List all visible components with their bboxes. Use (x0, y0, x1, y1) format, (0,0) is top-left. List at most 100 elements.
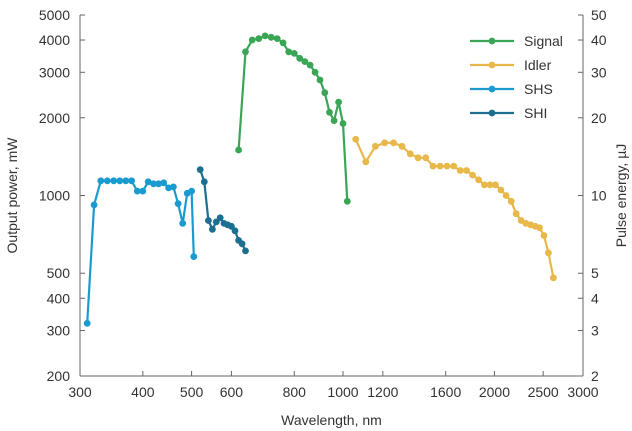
y2-tick-label: 4 (591, 290, 599, 306)
y-tick-label: 300 (47, 323, 71, 339)
data-point-idler (481, 181, 488, 189)
data-point-signal (248, 36, 256, 44)
y2-tick-label: 2 (591, 368, 599, 384)
data-point-idler (545, 249, 552, 257)
legend-swatch-marker (488, 85, 496, 93)
data-point-idler (414, 154, 422, 162)
legend-swatch-marker (488, 37, 496, 45)
data-point-shs (188, 187, 196, 195)
series-idler (352, 135, 557, 282)
data-point-shi (205, 217, 212, 224)
data-point-signal (235, 146, 243, 154)
x-tick-label: 1000 (327, 384, 358, 400)
data-point-shs (179, 220, 187, 227)
data-point-shi (242, 247, 249, 255)
x-tick-label: 300 (68, 384, 92, 400)
data-point-idler (436, 162, 444, 170)
legend-label: SHS (524, 81, 553, 97)
series-layer (83, 32, 557, 327)
series-signal (235, 32, 351, 205)
data-point-idler (450, 162, 458, 170)
data-point-shs (122, 177, 130, 185)
legend-label: Signal (524, 33, 563, 49)
y-tick-label: 5000 (39, 7, 70, 23)
x-tick-label: 800 (283, 384, 307, 400)
data-point-signal (343, 197, 351, 205)
y-tick-label: 4000 (39, 32, 70, 48)
data-point-shs (90, 201, 98, 209)
data-point-idler (390, 139, 397, 147)
data-point-idler (502, 192, 510, 199)
y-tick-label: 1000 (39, 188, 70, 204)
y-tick-label: 400 (47, 290, 71, 306)
x-tick-label: 3000 (567, 384, 598, 400)
data-point-idler (456, 167, 464, 174)
legend-item-shs: SHS (470, 81, 553, 97)
data-point-idler (362, 158, 370, 166)
data-point-shs (174, 200, 182, 208)
data-point-idler (463, 167, 470, 174)
data-point-signal (267, 33, 275, 41)
data-point-shs (83, 319, 91, 327)
data-point-idler (381, 139, 388, 147)
data-point-signal (290, 50, 298, 57)
data-point-shi (216, 214, 224, 222)
y-tick-label: 2000 (39, 110, 70, 126)
x-tick-label: 1600 (430, 384, 461, 400)
data-point-idler (536, 224, 543, 232)
data-point-shs (133, 187, 141, 195)
y2-tick-label: 20 (591, 110, 607, 126)
legend-label: SHI (524, 105, 547, 121)
x-tick-label: 500 (180, 384, 204, 400)
data-point-signal (321, 89, 329, 97)
legend-swatch-marker (488, 109, 496, 117)
data-point-idler (507, 197, 515, 205)
data-point-shs (190, 253, 198, 260)
data-point-signal (242, 48, 249, 56)
data-point-shs (110, 177, 118, 185)
data-point-signal (326, 108, 333, 116)
data-point-idler (443, 162, 451, 170)
y-tick-label: 200 (47, 368, 71, 384)
data-point-idler (398, 142, 406, 150)
x-tick-label: 600 (220, 384, 244, 400)
data-point-signal (316, 76, 324, 84)
data-point-idler (492, 181, 499, 189)
legend-swatch-marker (488, 61, 496, 69)
data-point-idler (406, 150, 414, 158)
data-point-shs (103, 177, 111, 185)
data-point-shi (209, 225, 216, 233)
legend-label: Idler (524, 57, 552, 73)
data-point-shs (160, 179, 168, 187)
data-point-idler (475, 176, 482, 184)
axes: 300 400 500 600 800 1000 1200 1600 2000 2500 30002… (39, 7, 607, 400)
series-shs (83, 177, 198, 327)
data-point-shs (170, 183, 177, 191)
series-line-idler (354, 138, 555, 279)
y2-axis-title: Pulse energy, µJ (613, 144, 629, 248)
data-point-signal (255, 35, 263, 42)
y2-tick-label: 40 (591, 32, 607, 48)
data-point-signal (279, 39, 287, 47)
legend-item-signal: Signal (470, 33, 563, 49)
data-point-signal (311, 68, 319, 76)
data-point-idler (497, 186, 505, 194)
data-point-shs (139, 187, 147, 195)
data-point-idler (486, 181, 494, 189)
data-point-signal (285, 48, 293, 56)
data-point-signal (306, 61, 314, 69)
y-tick-label: 3000 (39, 64, 70, 80)
data-point-signal (339, 120, 347, 127)
data-point-shs (150, 180, 157, 188)
data-point-signal (261, 32, 269, 40)
data-point-idler (422, 154, 430, 162)
data-point-idler (429, 162, 437, 170)
data-point-shs (97, 177, 105, 185)
data-point-signal (335, 98, 342, 106)
data-point-shs (155, 180, 163, 188)
y2-tick-label: 30 (591, 64, 607, 80)
data-point-idler (540, 232, 548, 239)
data-point-idler (372, 142, 379, 150)
y-tick-label: 500 (47, 265, 71, 281)
